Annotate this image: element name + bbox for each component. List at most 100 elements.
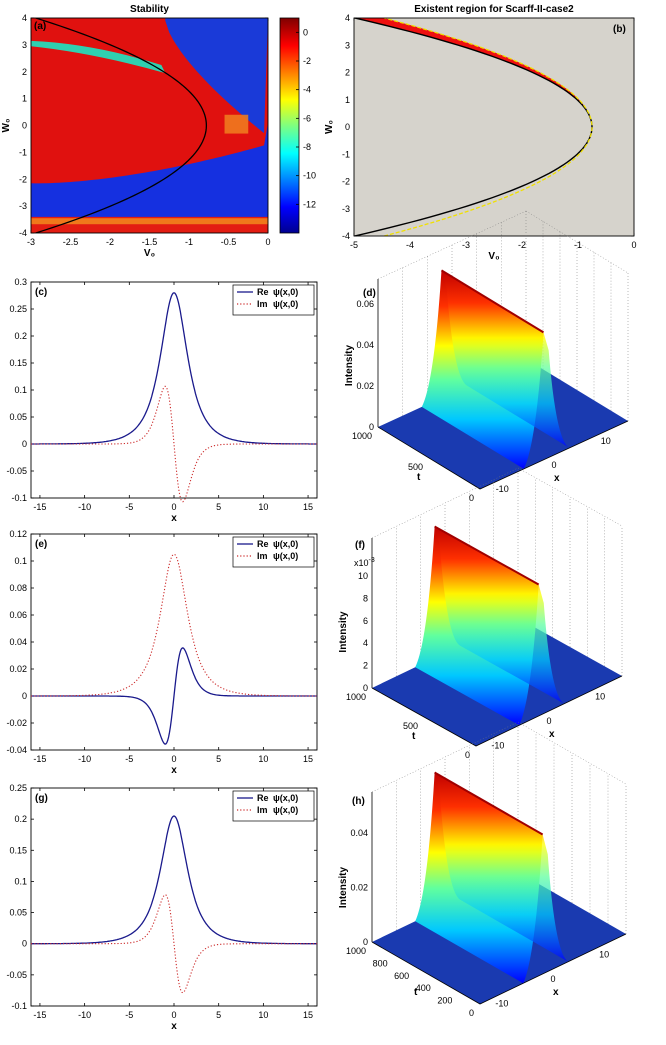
x-tick-label: 0 xyxy=(631,240,636,250)
y-tick-label: 0 xyxy=(22,939,27,949)
x-tick-label: -15 xyxy=(33,1010,46,1020)
legend-symbol: ψ(x,0) xyxy=(273,551,298,561)
soliton-back-face xyxy=(434,772,569,962)
x-tick-label: -15 xyxy=(33,502,46,512)
x-tick-label: -5 xyxy=(125,1010,133,1020)
x-tick-label: 5 xyxy=(216,754,221,764)
legend-label: Im xyxy=(257,805,268,815)
x-tick-label: 15 xyxy=(303,754,313,764)
x-tick-label: 10 xyxy=(258,502,268,512)
box-edge xyxy=(517,721,627,785)
x-tick-label: -10 xyxy=(78,502,91,512)
y-tick-label: -3 xyxy=(342,204,350,214)
legend-label: Re xyxy=(257,793,269,803)
y-tick-label: 3 xyxy=(22,40,27,50)
unstable-region-blue xyxy=(31,122,268,233)
y-tick-label: 2 xyxy=(345,68,350,78)
panel-g: -15 -10 -5 0 5 10 15 -0.1 -0.05 0 0.05 0.1 0.15 0.2 0.… xyxy=(6,783,318,1032)
y-tick-label: 0.25 xyxy=(9,304,27,314)
z-exponent-power: -3 xyxy=(369,557,375,564)
y-tick-label: 0 xyxy=(22,121,27,131)
t-tick-label: 200 xyxy=(437,996,452,1006)
z-tick-label: 10 xyxy=(358,571,368,581)
z-tick-label: 0.04 xyxy=(350,828,368,838)
legend-box xyxy=(232,536,315,568)
y-tick-label: -0.04 xyxy=(6,745,27,755)
z-tick-label: 4 xyxy=(363,638,368,648)
x-tick-label: 0 xyxy=(550,974,555,984)
z-tick-label: 8 xyxy=(363,593,368,603)
x-axis-label: V₀ xyxy=(488,251,499,262)
y-tick-label: 0.15 xyxy=(9,358,27,368)
y-tick-label: 0.06 xyxy=(9,610,27,620)
x-tick-label: 10 xyxy=(599,950,609,960)
plot-frame xyxy=(30,17,269,234)
soliton-crest xyxy=(434,525,540,586)
t-tick-label: 1000 xyxy=(346,946,366,956)
y-tick-label: 0.1 xyxy=(14,876,27,886)
x-tick-label: 0 xyxy=(551,460,556,470)
t-tick-label: 600 xyxy=(394,971,409,981)
x-tick-label: 15 xyxy=(303,502,313,512)
y-tick-label: 0.12 xyxy=(9,529,27,539)
y-tick-label: -4 xyxy=(342,231,350,241)
panel-label: (g) xyxy=(35,793,48,804)
x-tick-label: -15 xyxy=(33,754,46,764)
x-axis-label: x xyxy=(171,513,177,524)
z-tick-label: 6 xyxy=(363,616,368,626)
y-tick-label: 0.25 xyxy=(9,783,27,793)
x-tick-label: -10 xyxy=(78,754,91,764)
panel-label: (c) xyxy=(35,287,47,298)
boundary-curve-black xyxy=(354,18,593,236)
x-tick-label: -2.5 xyxy=(63,237,79,247)
x-tick-label: -2 xyxy=(106,237,114,247)
colorbar-tick-label: 0 xyxy=(303,27,308,37)
legend-box xyxy=(232,284,315,316)
plot-frame xyxy=(30,281,318,499)
y-tick-label: -0.1 xyxy=(11,1001,27,1011)
x-axis-label: x xyxy=(554,473,560,484)
box-edge xyxy=(517,467,623,527)
transition-streak xyxy=(31,40,166,74)
legend-symbol: ψ(x,0) xyxy=(273,299,298,309)
x-tick-label: 10 xyxy=(595,692,605,702)
t-axis-label: t xyxy=(414,987,418,998)
y-tick-label: -2 xyxy=(19,174,27,184)
t-axis-label: t xyxy=(412,731,416,742)
x-axis-label: x xyxy=(171,1021,177,1032)
y-tick-label: -0.05 xyxy=(6,970,27,980)
z-tick-label: 2 xyxy=(363,661,368,671)
y-tick-label: 0.1 xyxy=(14,556,27,566)
t-tick-label: 400 xyxy=(416,983,431,993)
panel-b: -5 -4 -3 -2 -1 0-4-3-2-101234V₀W₀(b)Existent … xyxy=(324,4,637,262)
x-tick-label: 10 xyxy=(601,436,611,446)
x-tick-label: 5 xyxy=(216,1010,221,1020)
legend-label: Im xyxy=(257,551,268,561)
z-tick-label: 0.06 xyxy=(356,299,374,309)
floor-edge xyxy=(371,933,627,1005)
y-tick-label: -0.1 xyxy=(11,493,27,503)
t-tick-label: 500 xyxy=(408,462,423,472)
x-tick-label: -5 xyxy=(125,754,133,764)
panel-label: (d) xyxy=(363,288,376,299)
y-tick-label: 2 xyxy=(22,67,27,77)
x-axis-label: V₀ xyxy=(144,248,155,259)
x-tick-label: 10 xyxy=(258,754,268,764)
x-tick-label: -1.5 xyxy=(142,237,158,247)
t-tick-label: 0 xyxy=(469,1008,474,1018)
panel-label: (b) xyxy=(613,24,626,35)
y-tick-label: -4 xyxy=(19,228,27,238)
colorbar-tick-label: -10 xyxy=(303,171,316,181)
z-tick-label: 0 xyxy=(363,937,368,947)
y-tick-label: 0.2 xyxy=(14,814,27,824)
x-tick-label: -4 xyxy=(406,240,414,250)
colorbar-tick-label: -12 xyxy=(303,199,316,209)
y-tick-label: 0.02 xyxy=(9,664,27,674)
x-tick-label: -10 xyxy=(495,999,508,1009)
y-tick-label: -2 xyxy=(342,177,350,187)
panel-f: 0 2 4 6 8 10 1000 500 0 -10 0 10 Intensity t x (f) x10-3 xyxy=(338,467,623,760)
x-tick-label: 0 xyxy=(171,1010,176,1020)
y-tick-label: -3 xyxy=(19,201,27,211)
y-axis-label: W₀ xyxy=(324,120,335,134)
